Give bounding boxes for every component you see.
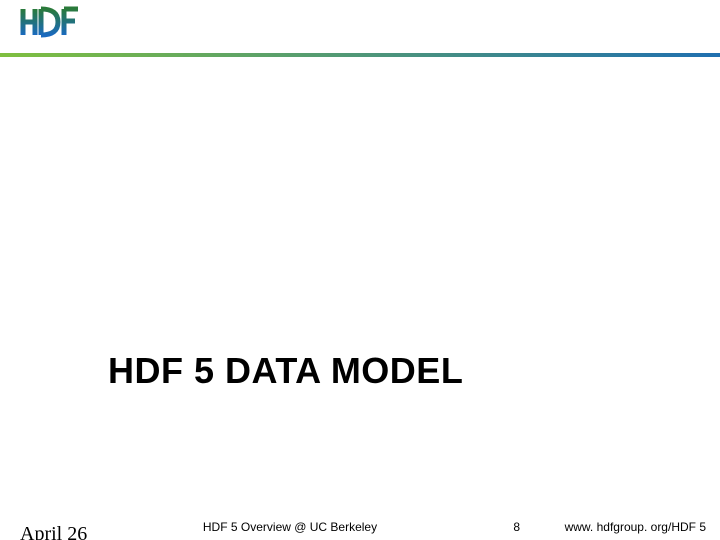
footer-center-text: HDF 5 Overview @ UC Berkeley [203,520,377,534]
slide: HDF 5 DATA MODEL April 26 HDF 5 Overview… [0,0,720,540]
header-divider [0,44,720,48]
footer-page-number: 8 [513,520,520,534]
footer-url: www. hdfgroup. org/HDF 5 [565,520,706,534]
hdf-logo [20,6,80,38]
slide-title: HDF 5 DATA MODEL [108,350,463,392]
